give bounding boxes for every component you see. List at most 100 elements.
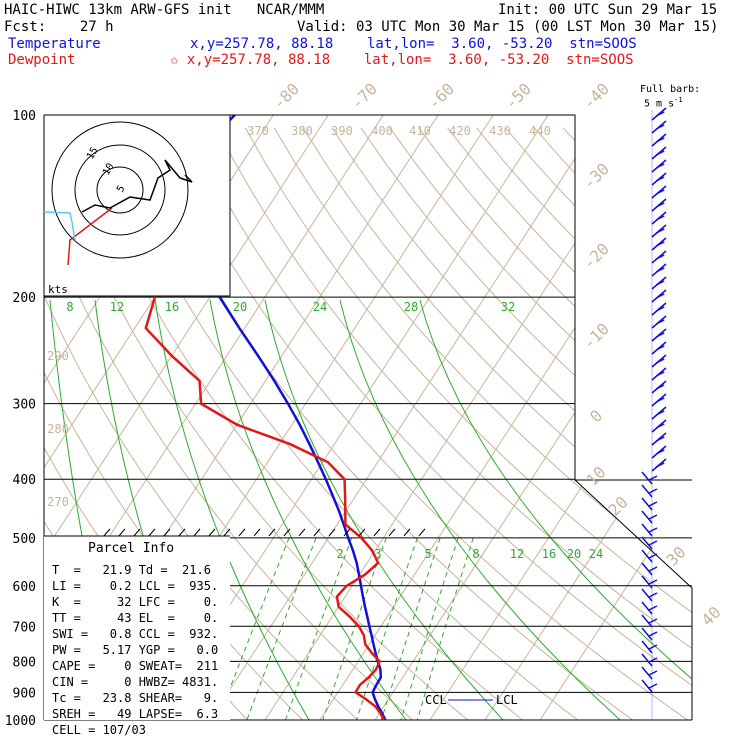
theta-label: 270 [47,495,69,509]
mixing-ratio-dashed-line [322,537,387,720]
mixing-ratio-label: 3 [374,547,381,561]
dewpoint-profile [144,115,385,720]
wind-barb [641,549,653,563]
wind-barb-feather [655,306,665,312]
wind-barb-feather [655,462,665,468]
wind-barb-feather [655,176,665,182]
header-title: HAIC-HIWC 13km ARW-GFS init NCAR/MMM [4,2,325,18]
wind-barb-feather [648,579,658,585]
header-forecast-hour: Fcst: 27 h [4,19,114,35]
dry-adiabat-line [591,127,692,720]
lcl-label: LCL [496,693,518,707]
wind-barb [641,510,653,524]
mixing-ratio-line [154,299,310,720]
mixing-ratio-line [209,299,407,720]
barb-legend-line1: Full barb: [640,84,701,95]
wind-barb [641,588,653,602]
isotherm-label: 30 [663,543,690,570]
wind-barb-feather [655,384,665,390]
wind-barb [641,666,653,680]
hatch-mark [298,528,306,537]
hatch-mark [268,528,276,537]
parcel-info-row: CAPE = 0 SWEAT= 211 [52,659,218,673]
pressure-label: 300 [13,398,36,413]
wind-barb-feather [655,358,665,364]
mixing-ratio-label: 20 [567,547,581,561]
wind-barb [641,601,653,615]
isotherm-label: -80 [269,79,303,113]
isotherm-label: 20 [605,493,632,520]
wind-barb-feather [648,488,658,494]
wind-barb-feather [655,189,665,195]
wind-barb-feather [648,553,658,559]
isotherm-label: -40 [579,79,613,113]
mixing-ratio-dashed-line [356,537,418,720]
header-init: Init: 00 UTC Sun 29 Mar 15 [498,2,718,18]
wind-barb [641,640,653,654]
wind-barb-feather [655,228,665,234]
pressure-label: 800 [13,655,36,670]
hatch-mark [118,528,126,537]
wind-barb-feather [655,202,665,208]
wind-barb-feather [648,644,658,650]
wind-barb-feather [655,345,665,351]
wind-barb [641,484,653,498]
isotherm-label: -60 [424,79,458,113]
wind-barb-feather [648,631,658,637]
wind-barb-feather [655,241,665,247]
isotherm-line [539,115,692,720]
dry-adiabat-line [360,127,692,720]
wind-barb-feather [648,501,658,507]
dry-adiabat-line [215,127,692,720]
isotherm-label: -20 [579,239,613,273]
isotherm-label: 10 [583,463,610,490]
hodograph-lower-trace [67,207,113,266]
wind-barb [641,614,653,628]
wind-barb [641,471,653,485]
hodograph-ring-label: 5 [115,184,128,195]
dewpoint-legend-info: ✩ x,y=257.78, 88.18 lat,lon= 3.60, -53.2… [170,52,634,68]
hatch-mark [313,528,321,537]
wind-barb-feather [655,137,665,143]
wind-barb [641,536,653,550]
parcel-info-row: PW = 5.17 YGP = 0.0 [52,643,218,657]
dry-adiabat-line [331,127,692,720]
hatch-mark [163,528,171,537]
pressure-label: 200 [13,291,36,306]
wind-barb-feather [648,605,658,611]
parcel-info-title: Parcel Info [88,541,174,556]
isotherm-label: -10 [579,319,613,353]
theta-label: 370 [247,124,269,138]
isotherm-line [44,115,329,720]
wind-barb-feather [655,332,665,338]
hatch-mark [178,528,186,537]
barb-legend-units-exponent: -1 [674,96,683,104]
temperature-legend-info: x,y=257.78, 88.18 lat,lon= 3.60, -53.20 … [190,36,637,52]
pressure-label: 400 [13,473,36,488]
hatch-mark [418,528,426,537]
wind-barb [641,497,653,511]
wind-barb-feather [655,163,665,169]
wind-barb-feather [655,449,665,455]
dry-adiabat-line [302,127,692,720]
wind-barb-feather [648,527,658,533]
isotherm-label: -50 [501,79,535,113]
hodograph-ring [51,121,189,259]
mixing-ratio-label: 8 [472,547,479,561]
parcel-info-row: K = 32 LFC = 0. [52,595,218,609]
pressure-label: 100 [13,109,36,124]
parcel-info-row: T = 21.9 Td = 21.6 [52,563,211,577]
theta-label: 410 [409,124,431,138]
ccl-label: CCL [425,693,447,707]
dry-adiabat-line [389,127,692,720]
wind-barb-feather [655,410,665,416]
parcel-info-row: CELL = 107/03 [52,723,146,737]
wind-barb [641,562,653,576]
dry-adiabat-line [649,127,692,720]
pressure-label: 500 [13,532,36,547]
hatch-mark [358,528,366,537]
wind-barb-feather [655,150,665,156]
wind-barb-feather [648,592,658,598]
pressure-label: 600 [13,580,36,595]
